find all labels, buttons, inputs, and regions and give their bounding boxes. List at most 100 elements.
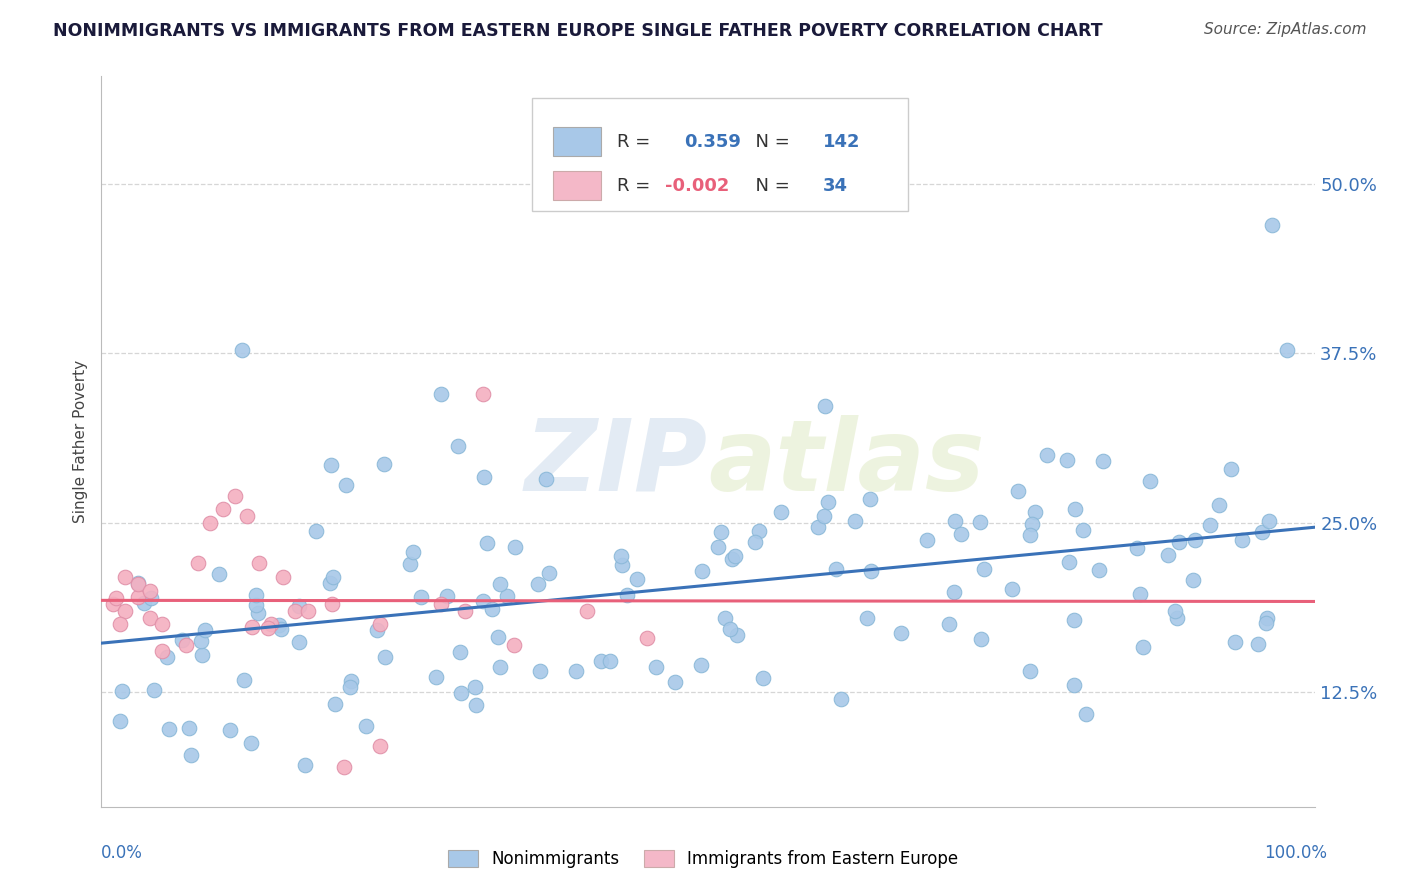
Point xyxy=(180,747,202,762)
Point xyxy=(270,622,292,636)
Point xyxy=(257,621,280,635)
Point xyxy=(333,759,356,773)
Point xyxy=(718,622,741,636)
Point xyxy=(373,457,395,471)
Point xyxy=(1247,637,1270,651)
Point xyxy=(1208,498,1230,512)
Point xyxy=(537,566,560,581)
Point xyxy=(707,540,730,554)
Point xyxy=(970,632,993,646)
Point xyxy=(172,632,194,647)
Point xyxy=(245,599,267,613)
Point xyxy=(288,599,311,613)
Point xyxy=(1019,664,1042,678)
Point xyxy=(294,757,316,772)
Point xyxy=(111,683,134,698)
Point xyxy=(1157,548,1180,562)
Point xyxy=(1092,454,1115,468)
Point xyxy=(187,557,209,571)
Point xyxy=(636,631,658,645)
Point xyxy=(475,536,498,550)
Point xyxy=(139,583,162,598)
Text: 34: 34 xyxy=(823,177,848,194)
Text: ZIP: ZIP xyxy=(524,415,709,512)
Point xyxy=(1063,613,1085,627)
Point xyxy=(472,593,495,607)
Point xyxy=(1063,678,1085,692)
Point xyxy=(305,524,328,538)
Point xyxy=(240,620,263,634)
Point xyxy=(150,644,173,658)
Point xyxy=(340,674,363,689)
Point xyxy=(817,495,839,509)
Point xyxy=(233,673,256,688)
Point xyxy=(1261,218,1284,232)
Point xyxy=(247,606,270,620)
Point xyxy=(855,610,877,624)
Point xyxy=(190,634,212,648)
Point xyxy=(127,576,149,591)
Point xyxy=(127,576,149,591)
Point xyxy=(177,721,200,735)
Point xyxy=(150,617,173,632)
Point xyxy=(297,604,319,618)
Point xyxy=(194,623,217,637)
Point xyxy=(813,508,835,523)
Point xyxy=(752,672,775,686)
Point xyxy=(472,469,495,483)
Point xyxy=(599,655,621,669)
Point xyxy=(616,588,638,602)
Text: 0.0%: 0.0% xyxy=(101,844,143,862)
Point xyxy=(1139,474,1161,488)
Point xyxy=(430,387,453,401)
Point xyxy=(807,520,830,534)
Point xyxy=(247,557,270,571)
Point xyxy=(174,638,197,652)
Point xyxy=(132,596,155,610)
Point xyxy=(374,649,396,664)
Point xyxy=(748,524,770,538)
Point xyxy=(354,718,377,732)
Point xyxy=(973,562,995,576)
Point xyxy=(127,591,149,605)
Point xyxy=(1250,525,1272,540)
Point xyxy=(191,648,214,663)
Point xyxy=(321,458,343,472)
Point xyxy=(425,670,447,684)
Point xyxy=(240,736,263,750)
Point xyxy=(322,570,344,584)
Legend: Nonimmigrants, Immigrants from Eastern Europe: Nonimmigrants, Immigrants from Eastern E… xyxy=(441,843,965,875)
Point xyxy=(110,617,132,632)
Point xyxy=(450,686,472,700)
Point xyxy=(1132,640,1154,654)
Point xyxy=(1024,505,1046,519)
Text: 142: 142 xyxy=(823,133,860,151)
Point xyxy=(1074,706,1097,721)
Point xyxy=(321,597,343,611)
Point xyxy=(720,552,742,566)
Point xyxy=(211,502,233,516)
Point xyxy=(724,549,747,563)
Point xyxy=(1126,541,1149,555)
Point xyxy=(503,541,526,555)
Point xyxy=(368,617,391,632)
Point xyxy=(157,722,180,736)
Point xyxy=(366,624,388,638)
Point xyxy=(271,570,294,584)
Point xyxy=(1021,516,1043,531)
Text: atlas: atlas xyxy=(709,415,984,512)
FancyBboxPatch shape xyxy=(553,171,602,200)
Point xyxy=(534,472,557,486)
Point xyxy=(1057,555,1080,569)
Text: N =: N = xyxy=(744,133,796,151)
Point xyxy=(486,630,509,644)
Point xyxy=(564,665,586,679)
Point xyxy=(725,628,748,642)
Point xyxy=(143,682,166,697)
Point xyxy=(1256,615,1278,630)
Point xyxy=(664,675,686,690)
Point xyxy=(402,545,425,559)
Point xyxy=(1198,518,1220,533)
Point xyxy=(231,343,253,358)
Text: Source: ZipAtlas.com: Source: ZipAtlas.com xyxy=(1204,22,1367,37)
